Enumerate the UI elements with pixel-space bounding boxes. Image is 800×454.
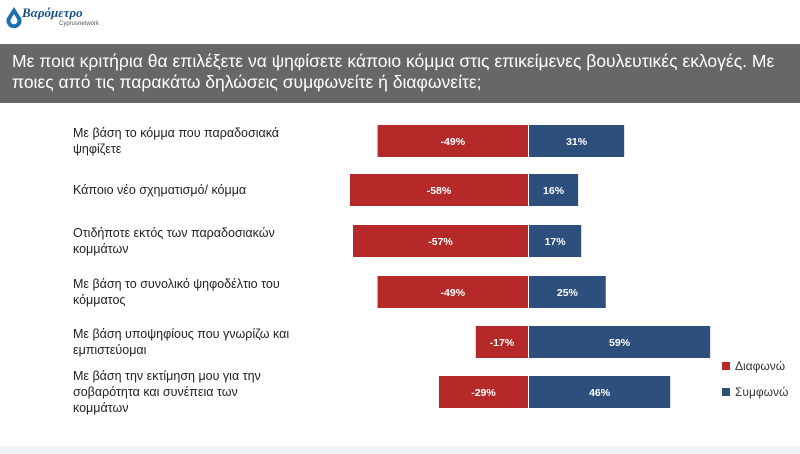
- value-label-disagree: -29%: [471, 387, 496, 399]
- category-label-line: Οτιδήποτε εκτός των παραδοσιακών: [73, 226, 275, 240]
- value-label-disagree: -58%: [427, 185, 452, 197]
- category-label: Με βάση το κόμμα που παραδοσιακά ψηφίζετε: [73, 126, 279, 156]
- logo-text: Βαρόμετρο: [22, 5, 83, 20]
- bar-disagree: [377, 276, 528, 308]
- logo: Βαρόμετρο Cyprusnetwork: [5, 4, 99, 30]
- value-label-disagree: -49%: [441, 287, 466, 299]
- question-banner: Με ποια κριτήρια θα επιλέξετε να ψηφίσετ…: [0, 44, 800, 103]
- logo-subtext: Cyprusnetwork: [59, 21, 100, 27]
- category-label-line: κομμάτων: [73, 401, 128, 415]
- category-label-line: Με βάση το κόμμα που παραδοσιακά: [73, 126, 279, 140]
- category-label: Με βάση την εκτίμηση μου για την σοβαρότη…: [73, 369, 261, 415]
- value-label-agree: 25%: [557, 287, 579, 299]
- barometer-logo-icon: [6, 7, 22, 28]
- value-label-disagree: -57%: [428, 236, 453, 248]
- value-label-agree: 46%: [589, 387, 611, 399]
- category-label: Με βάση υποψηφίους που γνωρίζω και εμπιστ…: [73, 327, 289, 357]
- legend-swatch-disagree: [722, 362, 730, 370]
- category-label-line: Με βάση το συνολικό ψηφοδέλτιο του: [73, 277, 280, 291]
- category-label: Οτιδήποτε εκτός των παραδοσιακών κομμάτων: [73, 226, 275, 256]
- footer-strip: [0, 446, 800, 454]
- legend-swatch-agree: [722, 388, 730, 396]
- category-label-line: ψηφίζετε: [73, 142, 122, 156]
- bar-agree: [529, 326, 711, 358]
- category-label-line: Με βάση την εκτίμηση μου για την: [73, 369, 261, 383]
- legend-label-disagree: Διαφωνώ: [735, 359, 785, 373]
- category-label-line: Με βάση υποψηφίους που γνωρίζω και: [73, 327, 289, 341]
- category-label: Με βάση το συνολικό ψηφοδέλτιο του κόμματ…: [73, 277, 280, 307]
- value-label-agree: 17%: [545, 236, 567, 248]
- category-label: Κάποιο νέο σχηματισμό/ κόμμα: [73, 183, 246, 197]
- bar-disagree: [377, 125, 528, 157]
- value-label-agree: 16%: [543, 185, 565, 197]
- legend-label-agree: Συμφωνώ: [735, 385, 788, 399]
- value-label-disagree: -49%: [441, 136, 466, 148]
- category-label-line: κομμάτων: [73, 242, 128, 256]
- bar-disagree: [438, 376, 528, 408]
- bar-disagree: [349, 174, 528, 206]
- category-label-line: Κάποιο νέο σχηματισμό/ κόμμα: [73, 183, 246, 197]
- top-bar: Βαρόμετρο Cyprusnetwork: [0, 0, 800, 34]
- value-label-agree: 31%: [566, 136, 588, 148]
- category-label-line: σοβαρότητα και συνέπεια των: [73, 385, 238, 399]
- bar-disagree: [475, 326, 528, 358]
- bar-agree: [529, 125, 625, 157]
- bar-disagree: [353, 225, 528, 257]
- value-label-agree: 59%: [609, 337, 631, 349]
- category-label-line: εμπιστεύομαι: [73, 343, 147, 357]
- bar-agree: [529, 174, 579, 206]
- value-label-disagree: -17%: [490, 337, 515, 349]
- category-label-line: κόμματος: [73, 293, 125, 307]
- bar-agree: [529, 276, 606, 308]
- question-title: Με ποια κριτήρια θα επιλέξετε να ψηφίσετ…: [12, 51, 775, 92]
- bar-agree: [529, 376, 671, 408]
- bar-agree: [529, 225, 582, 257]
